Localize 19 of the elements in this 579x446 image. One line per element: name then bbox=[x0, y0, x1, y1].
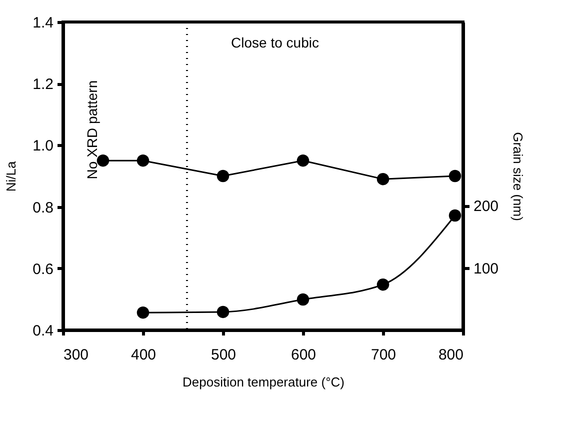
y-tick-label: 0.4 bbox=[32, 322, 54, 340]
annotation: Close to cubic bbox=[231, 34, 319, 51]
x-tick-label: 300 bbox=[64, 346, 89, 364]
annotation: No XRD pattern bbox=[84, 80, 100, 180]
y2-tick-label: 100 bbox=[474, 260, 499, 278]
x-tick-label: 700 bbox=[370, 346, 396, 364]
y2-tick-label: 200 bbox=[474, 198, 499, 216]
y-tick-label: 1.2 bbox=[32, 76, 54, 94]
x-tick-label: 500 bbox=[210, 346, 236, 364]
x-tick-label: 600 bbox=[290, 346, 316, 364]
y-axis-title: Ni/La bbox=[4, 160, 19, 192]
x-tick-label: 800 bbox=[438, 346, 464, 364]
y2-axis-title: Grain size (nm) bbox=[510, 132, 526, 221]
x-axis-title: Deposition temperature (°C) bbox=[182, 374, 344, 390]
x-tick-label: 400 bbox=[130, 346, 156, 364]
y-tick-label: 0.8 bbox=[32, 199, 54, 216]
y-tick-label: 1.4 bbox=[32, 14, 54, 32]
y-tick-label: 1.0 bbox=[32, 138, 54, 155]
y-tick-label: 0.6 bbox=[32, 260, 54, 278]
